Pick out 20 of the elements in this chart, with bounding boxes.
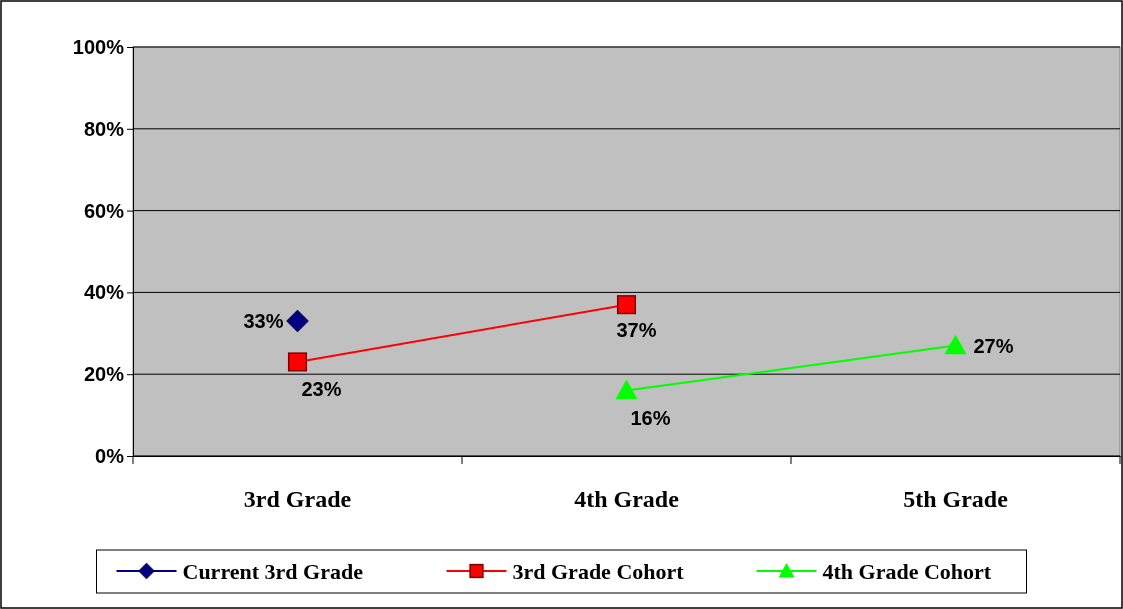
data-label: 16% <box>630 406 671 429</box>
data-label: 37% <box>616 318 657 341</box>
x-tick-label: 5th Grade <box>903 486 1009 513</box>
legend-label: 3rd Grade Cohort <box>512 559 685 584</box>
data-label: 27% <box>973 334 1014 357</box>
point <box>287 352 308 372</box>
data-label: 23% <box>301 377 342 400</box>
y-tick-label: 20% <box>83 363 125 386</box>
y-tick-label: 100% <box>72 35 125 58</box>
data-label: 33% <box>243 310 284 333</box>
y-tick-label: 40% <box>83 281 125 304</box>
x-tick-label: 3rd Grade <box>243 486 352 513</box>
x-tick-label: 4th Grade <box>574 486 680 513</box>
y-tick-label: 0% <box>95 444 125 467</box>
y-tick-label: 80% <box>83 117 125 140</box>
point <box>616 295 637 315</box>
point <box>286 309 309 333</box>
legend-label: 4th Grade Cohort <box>822 559 992 584</box>
y-tick-label: 60% <box>83 199 125 222</box>
legend-label: Current 3rd Grade <box>182 559 364 584</box>
